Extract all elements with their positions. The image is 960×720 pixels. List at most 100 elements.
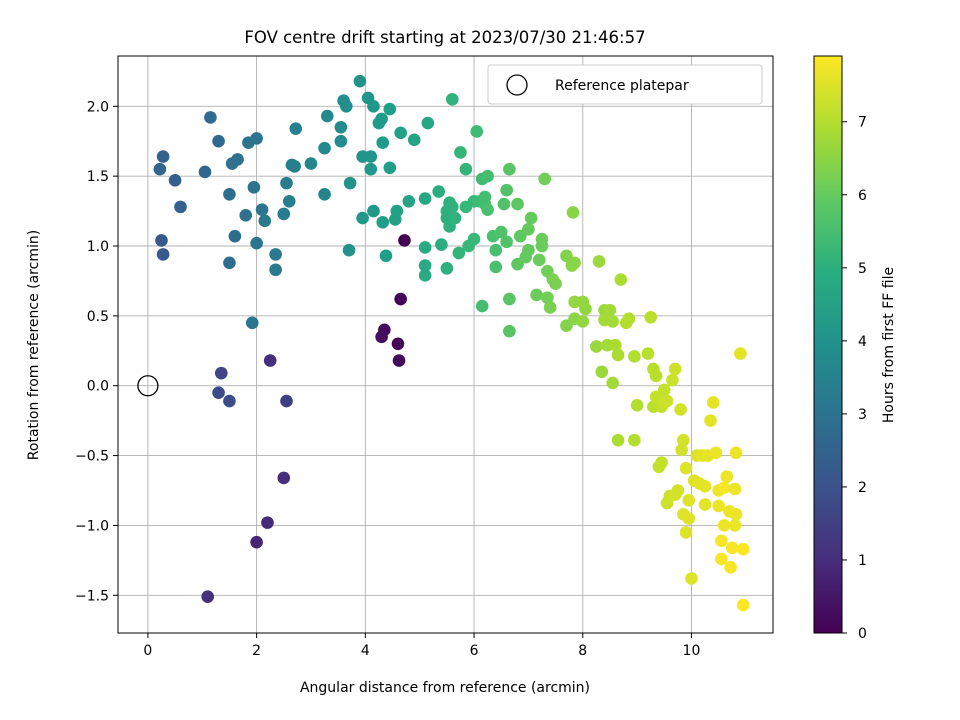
y-axis-label: Rotation from reference (arcmin) [26, 230, 42, 460]
data-point [231, 153, 244, 166]
x-tick-label: 2 [252, 643, 261, 659]
data-point [579, 302, 592, 316]
data-point [392, 354, 406, 367]
data-point [535, 239, 549, 253]
data-point [717, 481, 731, 495]
data-point [666, 373, 679, 387]
data-point [435, 238, 448, 251]
data-point [622, 312, 636, 325]
legend-label: Reference platepar [555, 78, 689, 94]
data-point [394, 126, 407, 140]
data-point [644, 310, 657, 324]
data-point [318, 188, 331, 201]
data-point [153, 162, 167, 176]
colorbar: 0 1 2 3 4 5 6 7 Hours from first FF file [813, 55, 897, 642]
data-point [590, 340, 603, 353]
data-point [250, 535, 263, 549]
data-point [560, 249, 573, 263]
data-point [698, 480, 712, 493]
data-point [576, 315, 590, 328]
data-point [641, 347, 655, 360]
data-point [717, 519, 731, 532]
legend: Reference platepar [487, 64, 763, 105]
data-point [239, 208, 253, 222]
data-point [660, 394, 674, 408]
data-point [603, 303, 617, 317]
data-point [269, 263, 282, 277]
data-point [448, 211, 462, 225]
data-point [318, 141, 331, 155]
x-tick-label: 8 [578, 643, 587, 659]
data-point [630, 398, 644, 412]
data-point [728, 519, 742, 532]
colorbar-tick-label: 1 [858, 553, 867, 569]
x-tick-label: 6 [470, 643, 479, 659]
data-point [282, 194, 296, 208]
data-point [445, 200, 459, 214]
data-point [263, 354, 277, 367]
data-point [674, 403, 687, 416]
data-point [503, 162, 516, 176]
y-tick-label: 0.0 [87, 379, 109, 395]
data-point [247, 181, 261, 194]
data-point [375, 112, 388, 126]
data-point [734, 347, 747, 360]
data-point [250, 132, 263, 145]
data-point [566, 206, 580, 219]
data-point [452, 246, 466, 260]
data-point [549, 277, 562, 291]
data-point [675, 443, 688, 457]
data-point [679, 461, 693, 475]
data-point [223, 394, 236, 408]
data-point [418, 269, 432, 282]
data-point [342, 243, 356, 257]
y-tick-label: −1.0 [75, 518, 109, 534]
data-point [729, 507, 743, 521]
data-point [432, 185, 446, 198]
data-point [269, 248, 282, 261]
data-point [725, 541, 739, 555]
data-point [467, 232, 481, 246]
colorbar-tick-label: 2 [858, 480, 867, 496]
data-point [383, 161, 397, 175]
data-point [543, 301, 557, 314]
data-point [261, 516, 274, 529]
data-point [475, 299, 489, 313]
data-point [489, 260, 503, 274]
data-point [418, 241, 432, 254]
data-point [538, 172, 552, 186]
data-point [391, 337, 405, 351]
data-point [156, 150, 170, 163]
data-point [421, 116, 435, 130]
data-point [174, 200, 187, 214]
data-point [698, 498, 712, 511]
data-point [497, 197, 511, 211]
data-point [611, 433, 625, 447]
data-point [289, 122, 303, 135]
data-point [532, 253, 546, 267]
reference-platepar-marker [137, 375, 159, 397]
data-point [353, 74, 367, 88]
data-point [214, 366, 228, 380]
data-point [280, 176, 293, 190]
plot-frame [117, 55, 774, 634]
data-point [212, 134, 225, 148]
x-tick-label: 0 [143, 643, 152, 659]
data-point [481, 203, 494, 216]
data-point [445, 93, 459, 106]
data-point [494, 225, 508, 239]
data-point [736, 542, 750, 556]
data-point [379, 249, 393, 263]
data-point [198, 165, 212, 179]
data-point [277, 471, 291, 485]
data-point [511, 197, 524, 211]
plot-area [118, 56, 773, 633]
data-point [522, 222, 535, 236]
y-tick-label: 0.5 [87, 309, 109, 325]
data-point [728, 482, 742, 496]
data-point [592, 255, 606, 268]
data-point [704, 414, 717, 427]
data-point [628, 433, 641, 447]
colorbar-tick-label: 3 [858, 407, 867, 423]
data-point [614, 273, 628, 286]
